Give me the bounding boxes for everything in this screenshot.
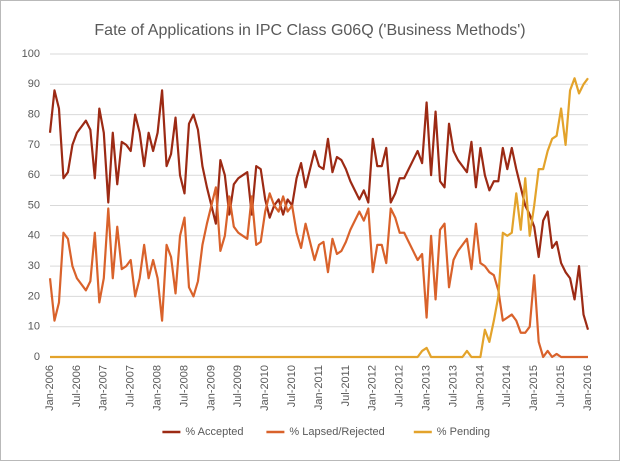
y-tick-label: 0 xyxy=(34,351,40,363)
x-tick-label: Jan-2013 xyxy=(421,365,433,411)
y-tick-label: 70 xyxy=(28,139,40,151)
y-tick-label: 20 xyxy=(28,290,40,302)
x-tick-label: Jul-2013 xyxy=(447,365,459,407)
legend-label: % Accepted xyxy=(185,426,243,438)
y-tick-label: 90 xyxy=(28,78,40,90)
x-tick-label: Jan-2016 xyxy=(582,365,594,411)
y-tick-label: 50 xyxy=(28,199,40,211)
x-tick-label: Jul-2015 xyxy=(555,365,567,407)
series-line xyxy=(48,89,590,331)
x-tick-label: Jan-2014 xyxy=(474,365,486,411)
x-tick-label: Jan-2007 xyxy=(98,365,110,411)
series-line xyxy=(48,186,588,359)
series-line xyxy=(50,77,589,359)
x-tick-label: Jan-2010 xyxy=(259,365,271,411)
legend-label: % Pending xyxy=(437,426,490,438)
x-tick-label: Jul-2010 xyxy=(286,365,298,407)
x-tick-label: Jan-2015 xyxy=(528,365,540,411)
y-tick-label: 40 xyxy=(28,230,40,242)
y-tick-label: 10 xyxy=(28,321,40,333)
legend-label: % Lapsed/Rejected xyxy=(289,426,384,438)
y-tick-label: 100 xyxy=(22,48,40,60)
x-tick-label: Jul-2014 xyxy=(501,365,513,407)
chart-title: Fate of Applications in IPC Class G06Q (… xyxy=(94,22,525,39)
x-tick-label: Jan-2011 xyxy=(313,365,325,410)
x-tick-label: Jul-2006 xyxy=(71,365,83,407)
x-tick-label: Jan-2009 xyxy=(205,365,217,411)
x-tick-label: Jul-2009 xyxy=(232,365,244,407)
x-tick-label: Jul-2008 xyxy=(178,365,190,407)
x-tick-label: Jan-2006 xyxy=(44,365,56,411)
y-tick-label: 80 xyxy=(28,109,40,121)
y-tick-label: 30 xyxy=(28,260,40,272)
x-tick-label: Jul-2011 xyxy=(340,365,352,406)
x-tick-label: Jul-2007 xyxy=(125,365,137,407)
x-tick-label: Jan-2012 xyxy=(367,365,379,411)
y-tick-label: 60 xyxy=(28,169,40,181)
x-tick-label: Jul-2012 xyxy=(394,365,406,407)
x-tick-label: Jan-2008 xyxy=(152,365,164,411)
